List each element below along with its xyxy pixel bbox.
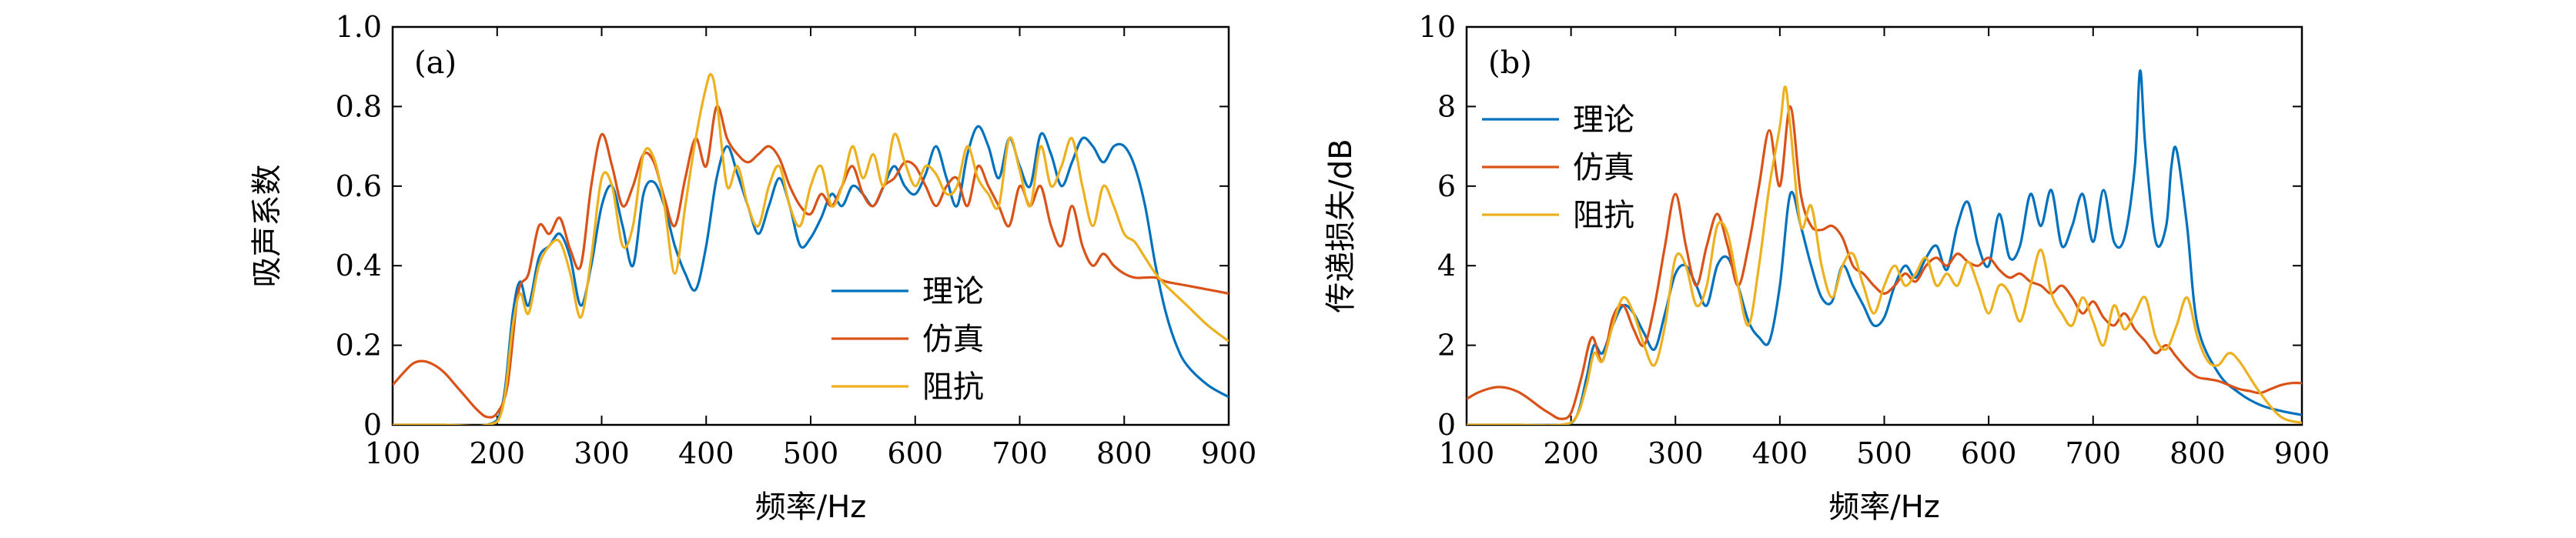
- plot-frame-a: [391, 25, 1230, 426]
- series-line-theory-a: [393, 125, 1229, 425]
- y-tick-label-a: 0.6: [336, 169, 382, 203]
- legend-label-theory-a: 理论: [922, 274, 984, 309]
- x-tick-label-a: 100: [365, 436, 421, 470]
- x-tick-label-a: 800: [1096, 436, 1153, 470]
- legend-label-simulation-a: 仿真: [922, 322, 984, 357]
- panel-b: 100 200 300 400 500 600 700 800 900 0 2 4 6 8 10 (b) 频…: [1323, 10, 2330, 525]
- panel-label-b: (b): [1488, 45, 1532, 81]
- x-tick-label-b: 400: [1752, 436, 1808, 470]
- x-tick-label-a: 400: [678, 436, 734, 470]
- x-tick-label-b: 800: [2170, 436, 2226, 470]
- y-tick-label-a: 0: [363, 408, 382, 442]
- y-tick-label-b: 0: [1437, 408, 1456, 442]
- y-tick-label-b: 2: [1437, 329, 1456, 363]
- series-a: [393, 72, 1229, 425]
- series-line-simulation-a: [393, 105, 1229, 419]
- x-tick-label-b: 700: [2065, 436, 2121, 470]
- y-tick-label-b: 6: [1437, 169, 1456, 203]
- x-tick-label-a: 900: [1201, 436, 1257, 470]
- y-tick-label-a: 0.2: [336, 329, 382, 363]
- x-tick-label-a: 500: [783, 436, 839, 470]
- x-tick-label-b: 200: [1543, 436, 1599, 470]
- y-tick-label-a: 0.4: [336, 249, 382, 282]
- legend-label-impedance-b: 阻抗: [1573, 198, 1634, 233]
- y-tick-label-b: 4: [1437, 249, 1456, 282]
- ticks-a: 100 200 300 400 500 600 700 800 900 0 0.2 0.4 0.6 0.8…: [336, 10, 1257, 470]
- y-axis-label-b: 传递损失/dB: [1323, 139, 1359, 312]
- x-tick-label-b: 500: [1856, 436, 1912, 470]
- x-tick-label-b: 300: [1648, 436, 1704, 470]
- legend-label-impedance-a: 阻抗: [922, 369, 984, 405]
- x-tick-label-b: 600: [1961, 436, 2017, 470]
- x-tick-label-a: 600: [887, 436, 943, 470]
- x-tick-label-b: 100: [1439, 436, 1495, 470]
- series-line-impedance-a: [393, 72, 1229, 425]
- panel-a: 100 200 300 400 500 600 700 800 900 0 0.2 0.4 0.6 0.8…: [249, 10, 1256, 525]
- x-axis-label-a: 频率/Hz: [755, 490, 867, 525]
- x-tick-label-a: 200: [469, 436, 525, 470]
- legend-label-simulation-b: 仿真: [1573, 150, 1634, 185]
- y-axis-label-a: 吸声系数: [249, 165, 285, 288]
- x-tick-label-b: 900: [2274, 436, 2330, 470]
- series-b: [1467, 69, 2302, 425]
- y-tick-label-a: 1.0: [336, 10, 382, 44]
- y-tick-label-b: 8: [1437, 89, 1456, 123]
- panel-label-a: (a): [414, 45, 457, 81]
- ticks-b: 100 200 300 400 500 600 700 800 900 0 2 4 6 8 10: [1419, 10, 2330, 470]
- legend-label-theory-b: 理论: [1573, 102, 1634, 138]
- x-axis-label-b: 频率/Hz: [1828, 490, 1940, 525]
- series-line-theory-b: [1467, 69, 2302, 425]
- x-tick-label-a: 700: [992, 436, 1048, 470]
- y-tick-label-b: 10: [1419, 10, 1456, 44]
- x-tick-label-a: 300: [574, 436, 630, 470]
- series-line-impedance-b: [1467, 85, 2302, 425]
- y-tick-label-a: 0.8: [336, 89, 382, 123]
